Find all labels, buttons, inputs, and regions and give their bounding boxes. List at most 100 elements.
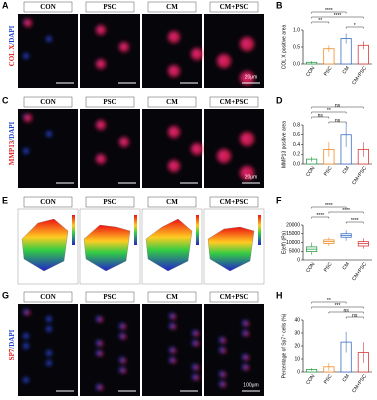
y-tick-label: 0: [297, 257, 300, 263]
x-tick-label: CM: [341, 65, 350, 75]
column-header: CM: [166, 98, 178, 106]
dapi-signal: [46, 350, 52, 356]
column-header-box: [23, 1, 73, 13]
x-tick-label: CM+PSC: [351, 373, 368, 394]
y-tick-label: 10000: [286, 240, 300, 246]
stain-signal: [245, 366, 249, 370]
stain-label: COL X/DAPI: [8, 25, 16, 66]
stain-signal: [122, 359, 126, 363]
significance-bracket: [311, 301, 347, 304]
stain-signal: [122, 369, 126, 373]
stain-signal: [96, 59, 106, 69]
y-tick-label: 0.0: [293, 61, 300, 67]
stain-signal: [217, 149, 231, 163]
column-header: PSC: [103, 98, 116, 106]
stain-signal: [245, 322, 249, 326]
significance-label: ns: [343, 308, 349, 314]
color-bar: [72, 215, 75, 245]
stain-label: SP7/DAPI: [8, 329, 16, 360]
y-axis-label: COL X positive area: [281, 25, 287, 70]
significance-bracket: [345, 26, 364, 29]
significance-label: ****: [316, 213, 324, 219]
y-axis-label: Percentage of Sp7⁺ cells (%): [281, 313, 287, 378]
stain-signal: [172, 349, 176, 353]
stain-signal: [168, 160, 180, 172]
stain-part: MMP13: [8, 140, 16, 165]
significance-label: ****: [342, 208, 350, 214]
column-header: CON: [40, 3, 56, 11]
y-tick-label: 0.0: [293, 161, 300, 167]
dapi-signal: [23, 53, 29, 59]
column-header-box: [147, 196, 197, 208]
stain-signal: [217, 54, 231, 68]
stain-signal: [240, 71, 254, 85]
fluorescence: [168, 126, 203, 172]
stain-signal: [96, 154, 106, 164]
color-bar: [196, 215, 199, 245]
significance-bracket: [311, 306, 364, 309]
column-header-box: [85, 291, 135, 303]
y-tick-label: 0.2: [293, 152, 300, 158]
dapi-signal: [46, 360, 52, 366]
significance-label: *: [354, 23, 356, 29]
color-bar: [134, 215, 137, 245]
significance-bracket: [345, 316, 364, 319]
column-header: CON: [40, 293, 56, 301]
significance-bracket: [328, 311, 364, 314]
dapi-signal: [23, 333, 29, 339]
fluorescence: [219, 320, 249, 387]
significance-label: ns: [352, 313, 358, 319]
column-header: CM+PSC: [220, 98, 249, 106]
column-header: CM: [166, 198, 178, 206]
significance-label: ***: [335, 303, 341, 309]
fluorescence: [217, 37, 254, 85]
panel-letter: H: [276, 290, 283, 300]
panel-letter: G: [2, 290, 9, 300]
dapi-signal: [46, 326, 52, 332]
dapi-signal: [23, 343, 29, 349]
micrograph: [80, 14, 140, 88]
x-tick-label: CM: [341, 165, 350, 175]
fluorescence: [217, 132, 254, 180]
stain-part: /DAPI: [8, 25, 16, 45]
y-tick-label: 0.5: [293, 44, 300, 50]
y-tick-label: 0: [297, 369, 300, 375]
column-header-box: [23, 196, 73, 208]
y-tick-label: 1.0: [293, 27, 300, 33]
y-tick-label: 0.6: [293, 132, 300, 138]
stain-signal: [99, 352, 103, 356]
dapi-signal: [46, 316, 52, 322]
fluorescence: [169, 313, 199, 380]
column-header: CM+PSC: [220, 198, 249, 206]
stain-signal: [172, 325, 176, 329]
column-header: CM+PSC: [220, 3, 249, 11]
significance-bracket: [328, 121, 347, 124]
stain-signal: [26, 311, 30, 315]
y-tick-label: 5000: [289, 249, 300, 255]
x-tick-label: PSC: [323, 373, 334, 385]
stain-signal: [195, 366, 199, 370]
stain-signal: [245, 356, 249, 360]
fluorescence: [96, 120, 129, 164]
stain-signal: [222, 383, 226, 387]
stain-signal: [119, 137, 129, 147]
y-tick-label: 20: [294, 343, 300, 349]
stain-signal: [168, 31, 180, 43]
stain-signal: [99, 318, 103, 322]
stain-signal: [240, 132, 254, 146]
significance-bracket: [311, 16, 364, 19]
significance-bracket: [311, 206, 347, 209]
significance-bracket: [311, 216, 330, 219]
significance-bracket: [311, 106, 364, 109]
y-tick-label: 0.8: [293, 122, 300, 128]
column-header: PSC: [103, 198, 116, 206]
x-tick-label: CM+PSC: [351, 165, 368, 186]
significance-bracket: [328, 211, 364, 214]
x-tick-label: CON: [305, 373, 317, 386]
micrograph: [80, 109, 140, 188]
x-tick-label: CM: [341, 261, 350, 271]
micrograph: [204, 109, 264, 188]
micrograph: [18, 109, 78, 188]
y-axis-label: E(eff) (Pa): [281, 231, 287, 254]
